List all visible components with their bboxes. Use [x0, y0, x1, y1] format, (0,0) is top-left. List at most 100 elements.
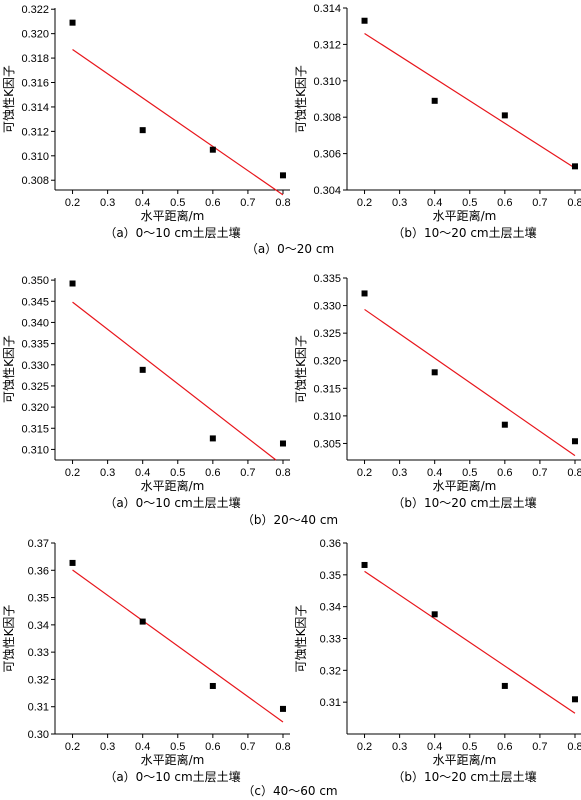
y-tick-label: 0.325: [313, 328, 341, 340]
data-point: [501, 682, 508, 689]
y-tick-label: 0.312: [21, 126, 49, 138]
y-tick-label: 0.320: [21, 29, 49, 41]
data-point: [279, 705, 286, 712]
x-tick-label: 0.2: [65, 741, 80, 753]
x-tick-label: 0.4: [135, 197, 150, 209]
x-axis-label: 水平距离/m: [433, 752, 497, 767]
x-tick-label: 0.5: [170, 197, 185, 209]
x-tick-label: 0.4: [135, 467, 150, 479]
y-tick-label: 0.318: [21, 53, 49, 65]
fit-line: [72, 49, 284, 196]
x-tick-label: 0.4: [427, 467, 442, 479]
y-tick-label: 0.36: [28, 565, 49, 577]
fit-line: [72, 569, 284, 723]
y-tick-label: 0.35: [28, 593, 49, 605]
y-tick-label: 0.335: [313, 273, 341, 285]
x-tick-label: 0.8: [567, 197, 581, 209]
x-tick-label: 0.3: [100, 741, 115, 753]
y-tick-label: 0.308: [313, 112, 341, 124]
y-axis-label: 可蚀性K因子: [294, 65, 308, 133]
data-point: [361, 17, 368, 24]
y-tick-label: 0.350: [21, 275, 49, 287]
x-tick-label: 0.5: [170, 467, 185, 479]
x-tick-label: 0.3: [392, 741, 407, 753]
chart-panel: 0.2 0.3 0.4 0.5 0.6 0.7 0.8 0.308 0.310 0.312 0.31…: [2, 4, 291, 240]
data-point: [501, 421, 508, 428]
chart-panel: 0.2 0.3 0.4 0.5 0.6 0.7 0.8 0.30 0.31 0.32 0.33 0.3…: [2, 538, 291, 784]
x-tick-label: 0.8: [567, 467, 581, 479]
y-tick-label: 0.310: [313, 411, 341, 423]
y-axis-label: 可蚀性K因子: [2, 65, 16, 133]
y-tick-label: 0.310: [21, 444, 49, 456]
x-tick-label: 0.6: [205, 197, 220, 209]
x-tick-label: 0.6: [205, 467, 220, 479]
x-tick-label: 0.2: [65, 467, 80, 479]
y-tick-label: 0.305: [313, 438, 341, 450]
x-axis-label: 水平距离/m: [141, 208, 205, 223]
data-point: [431, 97, 438, 104]
y-tick-label: 0.330: [21, 360, 49, 372]
x-tick-label: 0.8: [275, 197, 290, 209]
y-axis-label: 可蚀性K因子: [294, 335, 308, 403]
x-tick-label: 0.3: [100, 197, 115, 209]
group-caption: （b）20～40 cm: [242, 513, 338, 527]
fit-line: [364, 308, 576, 457]
data-point: [209, 682, 216, 689]
x-tick-label: 0.4: [427, 197, 442, 209]
data-point: [69, 19, 76, 26]
y-tick-label: 0.310: [313, 76, 341, 88]
x-tick-label: 0.3: [392, 467, 407, 479]
y-tick-label: 0.330: [313, 301, 341, 313]
x-tick-label: 0.2: [357, 467, 372, 479]
x-tick-label: 0.7: [532, 741, 547, 753]
data-point: [139, 127, 146, 134]
x-tick-label: 0.6: [497, 197, 512, 209]
x-axis-label: 水平距离/m: [433, 478, 497, 493]
y-tick-label: 0.312: [313, 39, 341, 51]
y-tick-label: 0.33: [320, 634, 341, 646]
y-tick-label: 0.36: [320, 538, 341, 550]
x-tick-label: 0.7: [532, 467, 547, 479]
y-tick-label: 0.316: [21, 78, 49, 90]
x-axis-label: 水平距离/m: [141, 752, 205, 767]
x-tick-label: 0.2: [357, 197, 372, 209]
x-tick-label: 0.8: [567, 741, 581, 753]
x-tick-label: 0.6: [205, 741, 220, 753]
y-tick-label: 0.31: [28, 702, 49, 714]
x-tick-label: 0.5: [462, 467, 477, 479]
y-tick-label: 0.310: [21, 151, 49, 163]
y-tick-label: 0.35: [320, 570, 341, 582]
x-tick-label: 0.3: [100, 467, 115, 479]
y-tick-label: 0.345: [21, 296, 49, 308]
y-tick-label: 0.32: [28, 674, 49, 686]
data-point: [431, 611, 438, 618]
x-tick-label: 0.3: [392, 197, 407, 209]
data-point: [431, 369, 438, 376]
x-tick-label: 0.5: [462, 197, 477, 209]
x-tick-label: 0.2: [65, 197, 80, 209]
data-point: [361, 561, 368, 568]
panel-caption: （b）10～20 cm土层土壤: [392, 225, 536, 240]
x-tick-label: 0.2: [357, 741, 372, 753]
data-point: [279, 440, 286, 447]
y-tick-label: 0.308: [21, 175, 49, 187]
y-tick-label: 0.304: [313, 185, 341, 197]
x-tick-label: 0.5: [170, 741, 185, 753]
y-tick-label: 0.33: [28, 647, 49, 659]
y-tick-label: 0.325: [21, 381, 49, 393]
y-tick-label: 0.31: [320, 697, 341, 709]
fit-line: [364, 570, 576, 714]
chart-panel: 0.2 0.3 0.4 0.5 0.6 0.7 0.8 0.310 0.315 0.320 0.32…: [2, 275, 291, 510]
y-tick-label: 0.320: [21, 402, 49, 414]
y-axis-label: 可蚀性K因子: [294, 605, 308, 673]
fit-line: [72, 301, 277, 461]
y-tick-label: 0.37: [28, 538, 49, 550]
y-axis-label: 可蚀性K因子: [2, 335, 16, 403]
data-point: [139, 618, 146, 625]
x-tick-label: 0.4: [427, 741, 442, 753]
x-tick-label: 0.5: [462, 741, 477, 753]
y-tick-label: 0.306: [313, 149, 341, 161]
x-tick-label: 0.7: [532, 197, 547, 209]
data-point: [571, 438, 578, 445]
